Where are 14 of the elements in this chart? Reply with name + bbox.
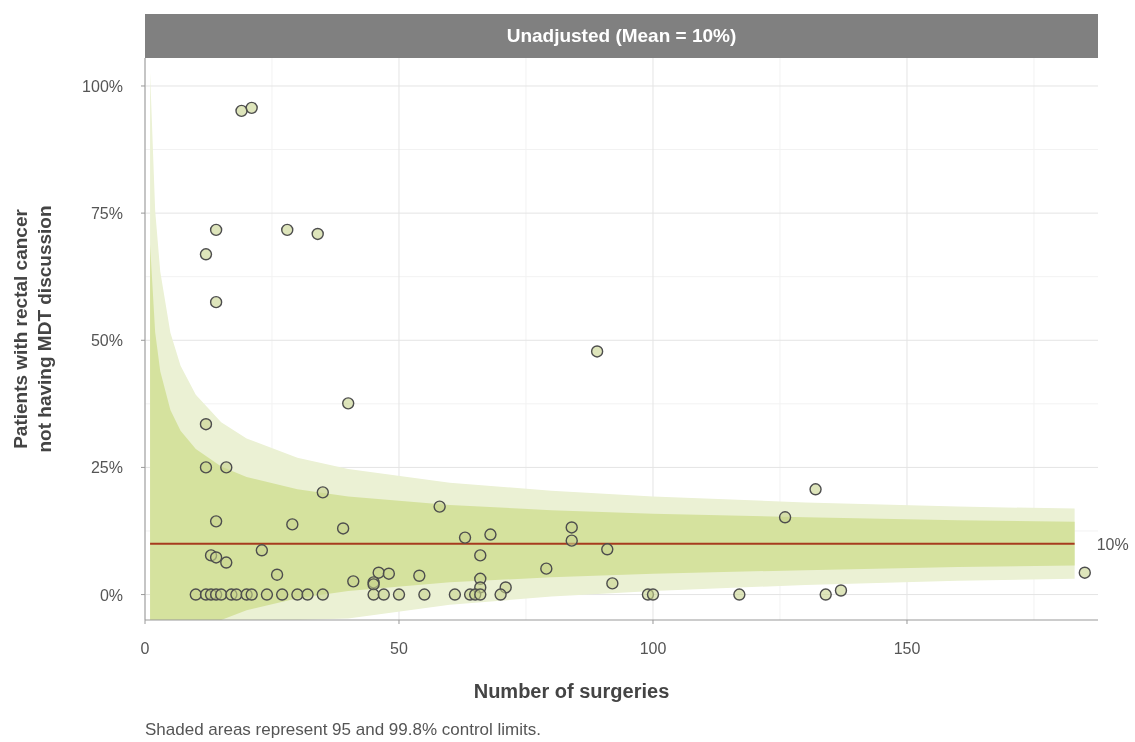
chart-title: Unadjusted (Mean = 10%)	[506, 25, 737, 46]
y-tick-label: 0%	[99, 586, 123, 604]
y-tick-label: 50%	[90, 332, 123, 350]
y-tick-label: 75%	[90, 205, 123, 223]
y-axis-title: Patients with rectal cancer not having MDT discussion	[10, 205, 55, 453]
annotation: 10%	[1096, 535, 1129, 553]
x-axis-title: Number of surgeries	[473, 680, 670, 702]
x-tick-label: 0	[140, 640, 150, 657]
x-tick-label: 150	[893, 640, 921, 657]
y-tick-label: 100%	[82, 77, 123, 95]
x-tick-label: 50	[390, 640, 408, 657]
x-tick-label: 100	[639, 640, 667, 657]
y-tick-label: 25%	[90, 459, 123, 477]
text: Shaded areas represent 95 and 99.8% control limits.	[145, 720, 541, 739]
